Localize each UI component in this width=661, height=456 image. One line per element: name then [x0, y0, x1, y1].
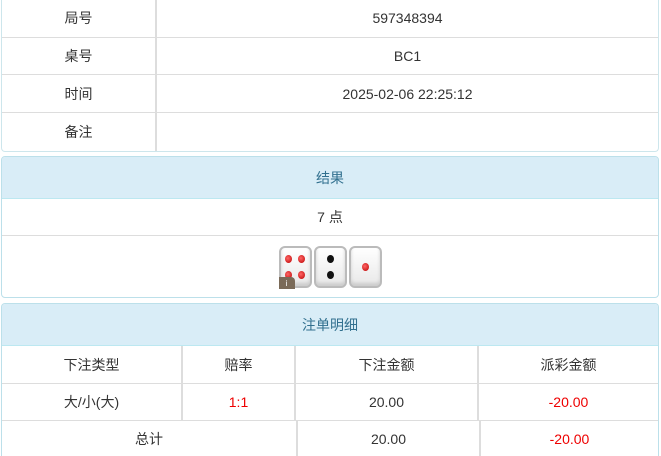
row-table-id: 桌号 BC1: [2, 37, 658, 76]
header-payout: 派彩金额: [540, 356, 597, 373]
table-header: 下注类型 赔率 下注金额 派彩金额: [2, 346, 658, 383]
odds: 1:1: [183, 384, 296, 420]
total-row: 总计 20.00 -20.00: [2, 420, 658, 456]
payout: -20.00: [548, 394, 589, 410]
pip: [297, 271, 305, 280]
header-odds: 赔率: [183, 346, 296, 383]
label: 时间: [2, 75, 157, 113]
die-4: i: [278, 246, 312, 289]
label: 桌号: [2, 37, 157, 75]
round-id: 597348394: [372, 10, 443, 27]
die-1: [348, 246, 382, 288]
total-payout: -20.00: [549, 431, 590, 447]
bet-type: 大/小(大): [2, 384, 183, 420]
die-2: [313, 246, 347, 288]
row-round-id: 局号 597348394: [2, 0, 658, 38]
pip: [326, 271, 334, 280]
table-row: 大/小(大) 1:1 20.00 -20.00: [2, 383, 658, 420]
total-label: 总计: [2, 421, 298, 456]
pip: [326, 254, 334, 263]
bet-amount: 20.00: [296, 384, 479, 420]
header-bet-type: 下注类型: [2, 346, 183, 383]
header-amount: 下注金额: [296, 346, 479, 383]
info-badge-icon[interactable]: i: [278, 277, 295, 289]
pip: [361, 263, 369, 271]
bet-details-panel: 注单明细 下注类型 赔率 下注金额 派彩金额 大/小(大) 1:1 20.00 …: [1, 303, 659, 456]
remark: [157, 113, 658, 151]
time: 2025-02-06 22:25:12: [342, 85, 473, 102]
table-id: BC1: [393, 48, 422, 65]
result-panel: 结果 7 点 i: [1, 156, 659, 298]
row-remark: 备注: [2, 113, 658, 151]
row-time: 时间 2025-02-06 22:25:12: [2, 75, 658, 114]
pip: [297, 254, 305, 263]
round-info-table: 局号 597348394 桌号 BC1 时间 2025-02-06 22:25:12 …: [1, 0, 659, 152]
result-title: 结果: [2, 157, 658, 199]
dice-row: i: [2, 236, 658, 297]
total-amount: 20.00: [298, 421, 481, 456]
bet-details-title: 注单明细: [2, 304, 658, 346]
label: 备注: [2, 113, 157, 151]
result-points: 7 点: [2, 199, 658, 236]
label: 局号: [2, 0, 157, 37]
pip: [285, 254, 293, 263]
pip: [285, 271, 293, 280]
